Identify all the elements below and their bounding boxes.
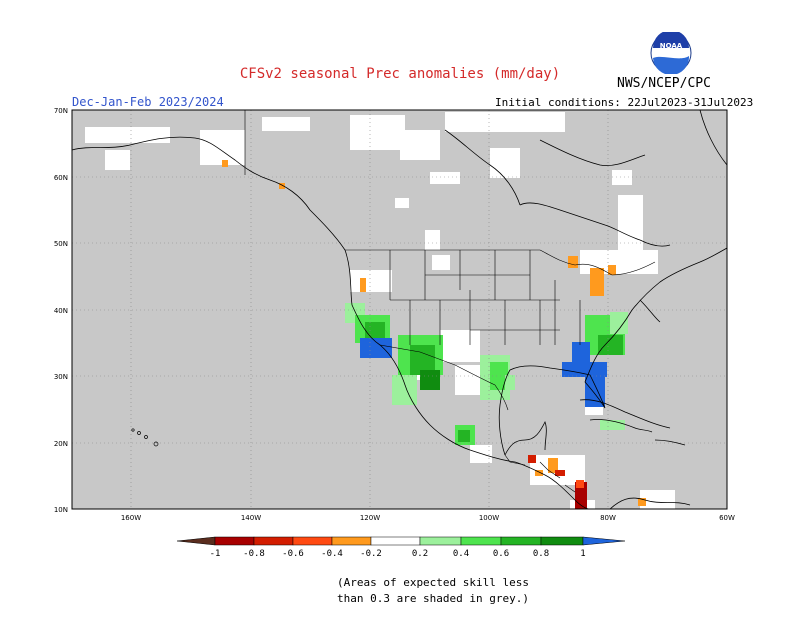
lat-tick-label: 60N bbox=[54, 174, 68, 182]
colorbar-label: -0.4 bbox=[321, 549, 343, 559]
lat-tick-label: 70N bbox=[54, 107, 68, 115]
colorbar-label: -0.6 bbox=[282, 549, 304, 559]
lon-tick-label: 60W bbox=[719, 514, 735, 522]
coastlines bbox=[72, 110, 727, 509]
lon-axis-labels: 160W 140W 120W 100W 80W 60W bbox=[121, 514, 735, 522]
colorbar-label: 0.2 bbox=[412, 549, 428, 559]
colorbar-swatch bbox=[460, 536, 502, 546]
lat-tick-label: 20N bbox=[54, 440, 68, 448]
colorbar bbox=[176, 536, 626, 546]
lat-axis-labels: 70N 60N 50N 40N 30N 20N 10N bbox=[54, 107, 68, 514]
lon-tick-label: 100W bbox=[479, 514, 499, 522]
colorbar-swatch bbox=[331, 536, 372, 546]
islands bbox=[131, 419, 686, 447]
colorbar-label: 0.6 bbox=[493, 549, 509, 559]
noaa-logo: NOAA bbox=[650, 32, 692, 74]
colorbar-swatch-high bbox=[582, 536, 626, 546]
colorbar-label: 1 bbox=[580, 549, 585, 559]
chart-title: CFSv2 seasonal Prec anomalies (mm/day) bbox=[239, 66, 561, 82]
map-frame bbox=[71, 109, 728, 510]
colorbar-swatch bbox=[253, 536, 294, 546]
colorbar-swatch bbox=[500, 536, 542, 546]
gridlines bbox=[72, 110, 727, 509]
no-signal-areas bbox=[85, 112, 675, 509]
logo-text: NOAA bbox=[660, 42, 683, 50]
wet-anomaly-areas bbox=[345, 303, 628, 445]
colorbar-label: 0.4 bbox=[453, 549, 469, 559]
lat-tick-label: 30N bbox=[54, 373, 68, 381]
lat-tick-label: 50N bbox=[54, 240, 68, 248]
season-label: Dec-Jan-Feb 2023/2024 bbox=[72, 95, 224, 109]
colorbar-swatch-low bbox=[176, 536, 216, 546]
colorbar-label: 0.8 bbox=[533, 549, 549, 559]
colorbar-label: -1 bbox=[210, 549, 221, 559]
colorbar-label: -0.2 bbox=[360, 549, 382, 559]
low-skill-area bbox=[72, 110, 727, 509]
lon-tick-label: 80W bbox=[600, 514, 616, 522]
lon-tick-label: 140W bbox=[241, 514, 261, 522]
skill-note-line2: than 0.3 are shaded in grey.) bbox=[336, 592, 530, 605]
lon-tick-label: 120W bbox=[360, 514, 380, 522]
colorbar-label: -0.8 bbox=[243, 549, 265, 559]
colorbar-swatch bbox=[419, 536, 462, 546]
lat-tick-label: 40N bbox=[54, 307, 68, 315]
colorbar-swatch bbox=[292, 536, 333, 546]
colorbar-swatch bbox=[540, 536, 584, 546]
colorbar-swatch bbox=[370, 536, 421, 546]
dry-anomaly-areas bbox=[222, 160, 646, 509]
agency-label: NWS/NCEP/CPC bbox=[617, 76, 711, 91]
lat-tick-label: 10N bbox=[54, 506, 68, 514]
boundaries bbox=[244, 110, 656, 493]
skill-note-line1: (Areas of expected skill less bbox=[336, 576, 530, 589]
initial-conditions-label: Initial conditions: 22Jul2023-31Jul2023 bbox=[495, 96, 754, 109]
colorbar-swatch bbox=[214, 536, 255, 546]
lon-tick-label: 160W bbox=[121, 514, 141, 522]
colorbar-labels: -1 -0.8 -0.6 -0.4 -0.2 0.2 0.4 0.6 0.8 1 bbox=[210, 549, 586, 559]
